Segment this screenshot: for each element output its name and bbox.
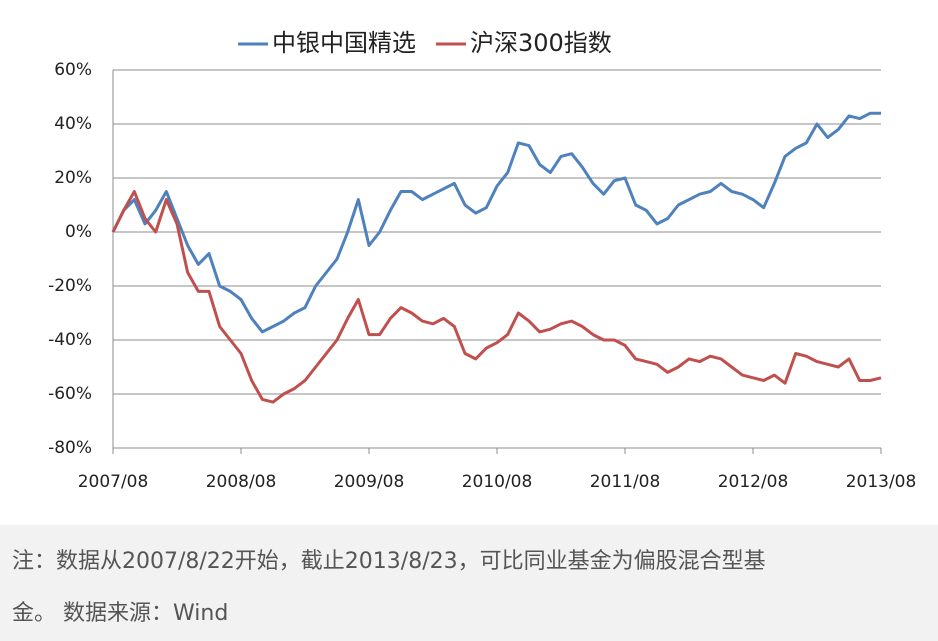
y-tick-label: -20%	[48, 276, 92, 296]
footnote-panel	[0, 525, 938, 641]
x-tick-label: 2013/08	[846, 472, 917, 492]
x-tick-label: 2008/08	[206, 472, 277, 492]
y-tick-label: -40%	[48, 330, 92, 350]
y-tick-label: -60%	[48, 384, 92, 404]
y-tick-label: 0%	[65, 222, 92, 242]
series-line	[111, 190, 882, 404]
x-tick-label: 2010/08	[462, 472, 533, 492]
x-tick-label: 2012/08	[718, 472, 789, 492]
series-line	[111, 111, 881, 334]
legend-label: 沪深300指数	[470, 29, 612, 57]
x-tick-label: 2009/08	[334, 472, 405, 492]
y-tick-label: 20%	[54, 168, 92, 188]
footnote-line: 注：数据从2007/8/22开始，截止2013/8/23，可比同业基金为偏股混合…	[12, 549, 766, 574]
y-tick-label: 60%	[54, 60, 92, 80]
x-tick-label: 2007/08	[78, 472, 149, 492]
y-tick-label: 40%	[54, 114, 92, 134]
legend-label: 中银中国精选	[272, 29, 416, 57]
y-tick-label: -80%	[48, 438, 92, 458]
footnote-line: 金。 数据来源：Wind	[12, 601, 228, 626]
x-tick-label: 2011/08	[590, 472, 661, 492]
